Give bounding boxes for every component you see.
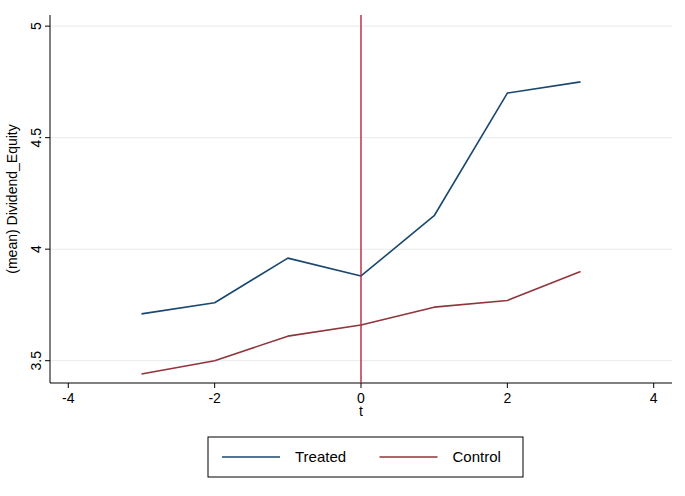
reference-line	[360, 15, 361, 383]
x-tick	[214, 383, 215, 388]
legend-box	[208, 437, 523, 477]
chart-svg: 3.544.55-4-2024t(mean) Dividend_EquityTr…	[0, 0, 685, 496]
y-tick-label: 5	[28, 22, 44, 30]
legend-swatch	[380, 456, 438, 458]
y-tick	[45, 26, 50, 27]
chart-container: 3.544.55-4-2024t(mean) Dividend_EquityTr…	[0, 0, 685, 496]
y-tick-label: 4.5	[28, 128, 44, 148]
x-tick-label: -4	[62, 390, 75, 406]
x-tick-label: -2	[208, 390, 221, 406]
y-tick-label: 4	[28, 245, 44, 253]
y-tick	[45, 360, 50, 361]
background	[0, 0, 685, 496]
legend-label: Treated	[295, 448, 346, 465]
x-axis-label: t	[359, 403, 363, 419]
legend-label: Control	[453, 448, 501, 465]
y-axis-label: (mean) Dividend_Equity	[4, 124, 20, 273]
y-tick	[45, 249, 50, 250]
x-tick	[361, 383, 362, 388]
x-tick-label: 4	[650, 390, 658, 406]
x-tick	[507, 383, 508, 388]
x-tick	[653, 383, 654, 388]
plot-area	[141, 15, 580, 383]
y-tick-label: 3.5	[28, 351, 44, 371]
y-tick	[45, 137, 50, 138]
x-tick-label: 2	[503, 390, 511, 406]
x-tick	[68, 383, 69, 388]
legend-swatch	[222, 456, 280, 458]
y-axis	[50, 15, 51, 383]
